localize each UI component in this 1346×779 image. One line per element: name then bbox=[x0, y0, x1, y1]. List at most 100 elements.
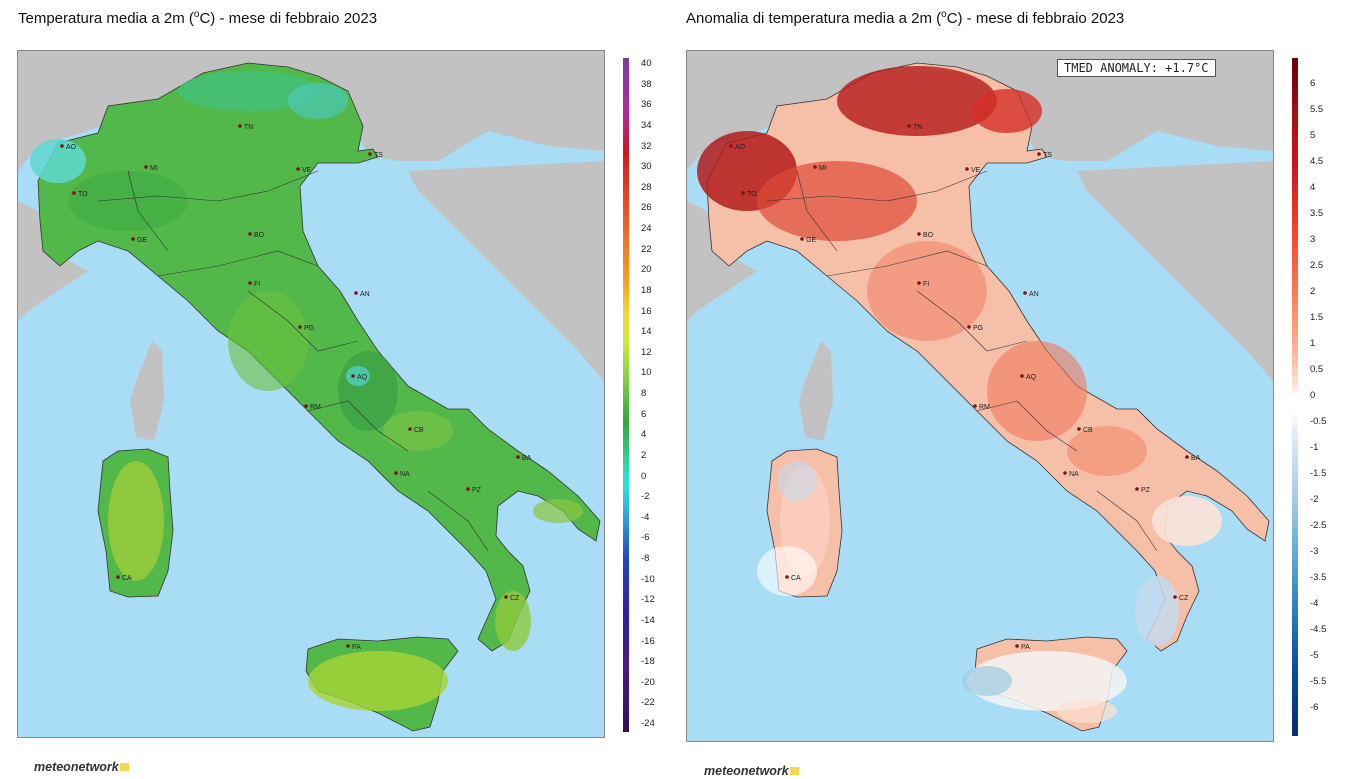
city-label: TO bbox=[747, 191, 757, 198]
city-marker[interactable] bbox=[741, 191, 745, 195]
city-marker[interactable] bbox=[1135, 487, 1139, 491]
colorbar-tick-label: -1.5 bbox=[1310, 468, 1327, 479]
city-marker[interactable] bbox=[965, 167, 969, 171]
city-label: CZ bbox=[1179, 595, 1189, 602]
field-patch bbox=[228, 291, 308, 391]
city-marker[interactable] bbox=[967, 325, 971, 329]
colorbar-tick-label: 6 bbox=[641, 408, 647, 420]
city-label: CB bbox=[1083, 427, 1093, 434]
city-label: NA bbox=[1069, 471, 1079, 478]
region-boundary bbox=[97, 170, 319, 202]
city-label: PG bbox=[973, 325, 983, 332]
city-marker[interactable] bbox=[394, 471, 398, 475]
city-marker[interactable] bbox=[1077, 427, 1081, 431]
city-label: AN bbox=[360, 291, 370, 298]
city-label: TN bbox=[244, 124, 253, 131]
colorbar-tick-label: 26 bbox=[641, 202, 652, 214]
city-marker[interactable] bbox=[1063, 471, 1067, 475]
france-coast-land bbox=[687, 201, 757, 321]
colorbar-tick-label: -2 bbox=[1310, 494, 1319, 505]
field-patch bbox=[837, 66, 997, 136]
right-anomaly-map[interactable]: AO TN MI VE TS TO GE BO AN FI PG AQ RM CB BA NA PZ CA CZ PA… bbox=[686, 50, 1274, 742]
field-patch bbox=[30, 139, 86, 183]
colorbar-tick-label: -20 bbox=[641, 676, 655, 688]
field-patch bbox=[1057, 699, 1117, 723]
city-marker[interactable] bbox=[729, 144, 733, 148]
field-patch bbox=[1067, 426, 1147, 476]
city-marker[interactable] bbox=[800, 237, 804, 241]
colorbar-tick-label: 0.5 bbox=[1310, 364, 1324, 375]
city-marker[interactable] bbox=[813, 165, 817, 169]
city-label: RM bbox=[310, 404, 321, 411]
right-colorbar bbox=[1292, 58, 1298, 736]
colorbar-tick-label: -8 bbox=[641, 553, 650, 564]
field-patch bbox=[1135, 576, 1179, 646]
city-marker[interactable] bbox=[1020, 374, 1024, 378]
city-marker[interactable] bbox=[346, 644, 350, 648]
colorbar-tick-label: 1 bbox=[1310, 338, 1316, 349]
city-marker[interactable] bbox=[368, 152, 372, 156]
right-meteonetwork-logo: meteonetwork bbox=[704, 764, 799, 778]
city-marker[interactable] bbox=[296, 167, 300, 171]
city-marker[interactable] bbox=[466, 487, 470, 491]
city-marker[interactable] bbox=[116, 575, 120, 579]
colorbar-tick-label: -22 bbox=[641, 697, 655, 709]
field-patch bbox=[495, 591, 531, 651]
city-marker[interactable] bbox=[1173, 595, 1177, 599]
city-marker[interactable] bbox=[785, 575, 789, 579]
colorbar-tick-label: -5.5 bbox=[1310, 676, 1327, 687]
region-boundary bbox=[766, 170, 988, 202]
region-boundary bbox=[826, 250, 988, 277]
city-label: MI bbox=[150, 165, 158, 172]
city-marker[interactable] bbox=[408, 427, 412, 431]
city-marker[interactable] bbox=[1023, 291, 1027, 295]
city-label: NA bbox=[400, 471, 410, 478]
city-marker[interactable] bbox=[516, 455, 520, 459]
colorbar-tick-label: 6 bbox=[1310, 78, 1316, 89]
region-boundary bbox=[307, 400, 409, 452]
colorbar-tick-label: 36 bbox=[641, 99, 652, 111]
city-marker[interactable] bbox=[1185, 455, 1189, 459]
colorbar-tick-label: 2.5 bbox=[1310, 260, 1324, 271]
left-temperature-map[interactable]: AO TN MI VE TS TO GE BO AN FI PG AQ RM CB BA NA PZ CA CZ PA bbox=[17, 50, 605, 738]
region-boundary bbox=[247, 290, 359, 352]
region-boundary bbox=[427, 490, 489, 552]
field-patch bbox=[1152, 496, 1222, 546]
city-label: PA bbox=[352, 644, 361, 651]
field-patch bbox=[972, 89, 1042, 133]
colorbar-tick-label: 34 bbox=[641, 119, 652, 131]
colorbar-tick-label: 3 bbox=[1310, 234, 1316, 245]
city-marker[interactable] bbox=[917, 232, 921, 236]
city-marker[interactable] bbox=[144, 165, 148, 169]
colorbar-tick-label: 4.5 bbox=[1310, 156, 1324, 167]
city-label: PZ bbox=[1141, 487, 1151, 494]
city-marker[interactable] bbox=[248, 281, 252, 285]
city-marker[interactable] bbox=[907, 124, 911, 128]
city-marker[interactable] bbox=[1037, 152, 1041, 156]
field-patch bbox=[757, 161, 917, 241]
field-patch bbox=[68, 171, 188, 231]
city-label: BO bbox=[923, 232, 934, 239]
city-marker[interactable] bbox=[72, 191, 76, 195]
city-marker[interactable] bbox=[973, 404, 977, 408]
city-marker[interactable] bbox=[504, 595, 508, 599]
colorbar-tick-label: 8 bbox=[641, 388, 647, 399]
left-map-title: Temperatura media a 2m (oC) - mese di fe… bbox=[18, 9, 378, 27]
city-marker[interactable] bbox=[304, 404, 308, 408]
city-marker[interactable] bbox=[248, 232, 252, 236]
city-marker[interactable] bbox=[60, 144, 64, 148]
city-marker[interactable] bbox=[917, 281, 921, 285]
city-marker[interactable] bbox=[131, 237, 135, 241]
city-label: FI bbox=[254, 281, 260, 288]
colorbar-tick-label: -4 bbox=[1310, 598, 1319, 609]
city-marker[interactable] bbox=[298, 325, 302, 329]
city-marker[interactable] bbox=[351, 374, 355, 378]
city-label: AQ bbox=[357, 374, 368, 381]
colorbar-tick-label: 5.5 bbox=[1310, 104, 1324, 115]
city-marker[interactable] bbox=[1015, 644, 1019, 648]
colorbar-tick-label: 30 bbox=[641, 161, 652, 173]
colorbar-tick-label: -1 bbox=[1310, 442, 1319, 453]
city-marker[interactable] bbox=[238, 124, 242, 128]
colorbar-tick-label: 18 bbox=[641, 284, 652, 296]
city-marker[interactable] bbox=[354, 291, 358, 295]
